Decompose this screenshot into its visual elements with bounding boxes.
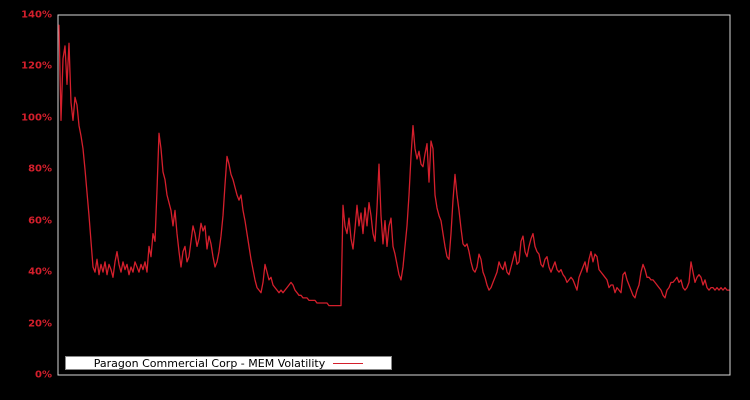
y-tick-label-40: 40% [28,266,52,278]
y-tick-label-120: 120% [21,60,52,72]
y-tick-label-80: 80% [28,163,52,175]
volatility-series-line [58,24,730,307]
legend: Paragon Commercial Corp - MEM Volatility [65,356,392,370]
y-tick-label-20: 20% [28,318,52,330]
legend-line-swatch [333,362,364,364]
plot-border [57,14,731,376]
y-tick-label-140: 140% [21,9,52,21]
y-tick-label-100: 100% [21,112,52,124]
y-tick-label-0: 0% [35,369,52,381]
y-tick-label-60: 60% [28,215,52,227]
legend-label: Paragon Commercial Corp - MEM Volatility [93,356,326,370]
